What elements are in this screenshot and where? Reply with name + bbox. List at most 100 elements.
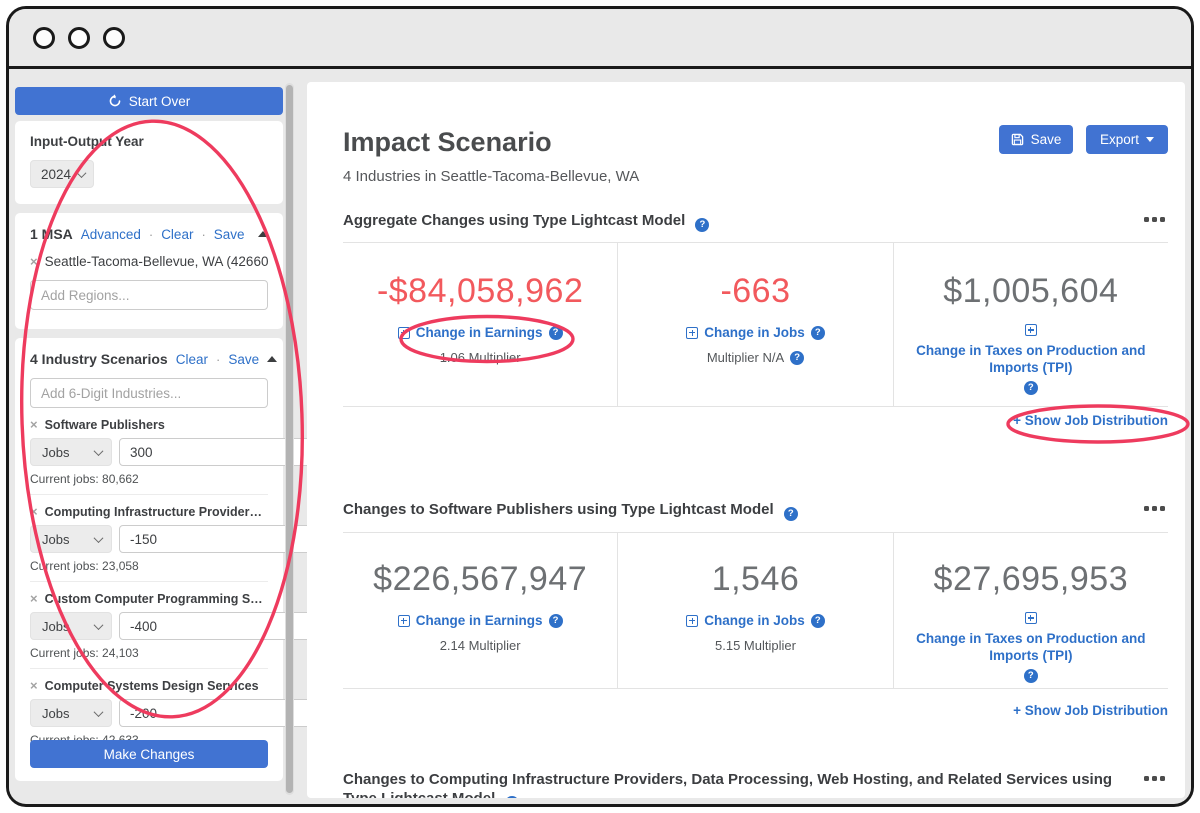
expand-plus-icon (397, 326, 410, 339)
metric-value: $226,567,947 (373, 560, 588, 598)
metrics-table-aggregate: -$84,058,962 Change in Earnings ? 1.06 M… (343, 242, 1168, 407)
msa-card: 1 MSA Advanced · Clear · Save × Seattle-… (15, 213, 283, 329)
change-in-earnings-link[interactable]: Change in Earnings ? (397, 324, 563, 341)
metric-select-value: Jobs (42, 531, 70, 547)
msa-title: 1 MSA (30, 226, 73, 242)
industry-name: Computer Systems Design Services (44, 678, 259, 693)
metric-select[interactable]: Jobs (30, 612, 112, 640)
help-icon[interactable]: ? (783, 506, 798, 521)
expand-plus-icon (686, 614, 699, 627)
chevron-down-icon (76, 167, 87, 178)
sidebar: Start Over Input-Output Year 2024 1 MSA … (15, 69, 318, 801)
caret-down-icon (1146, 137, 1155, 142)
add-regions-input[interactable] (30, 280, 268, 310)
metric-value: -$84,058,962 (376, 272, 584, 310)
msa-advanced-link[interactable]: Advanced (80, 226, 141, 242)
collapse-caret-icon[interactable] (267, 356, 278, 362)
remove-industry-icon[interactable]: × (30, 591, 38, 606)
remove-industry-icon[interactable]: × (30, 504, 38, 519)
remove-industry-icon[interactable]: × (30, 417, 38, 432)
chevron-down-icon (93, 445, 104, 456)
show-job-distribution-link[interactable]: + Show Job Distribution (1013, 703, 1168, 718)
scrollbar-thumb[interactable] (286, 85, 293, 793)
export-button[interactable]: Export (1086, 125, 1168, 154)
change-in-tpi-link[interactable]: Change in Taxes on Production and Import… (900, 324, 1162, 376)
separator: · (215, 351, 221, 367)
help-icon[interactable]: ? (505, 795, 520, 798)
collapse-caret-icon[interactable] (258, 231, 268, 237)
export-label: Export (1099, 132, 1140, 147)
help-icon[interactable]: ? (1023, 669, 1038, 683)
show-job-distribution-link[interactable]: + Show Job Distribution (1013, 413, 1168, 428)
save-button[interactable]: Save (999, 125, 1073, 154)
metric-select-value: Jobs (42, 444, 70, 460)
metric-cell-jobs: -663 Change in Jobs ? Multiplier N/A ? (617, 243, 892, 406)
floppy-save-icon (1011, 133, 1023, 146)
metric-select[interactable]: Jobs (30, 699, 112, 727)
remove-industry-icon[interactable]: × (30, 678, 38, 693)
app-content: Start Over Input-Output Year 2024 1 MSA … (9, 69, 1191, 801)
expand-plus-icon (397, 614, 410, 627)
msa-clear-link[interactable]: Clear (161, 226, 194, 242)
make-changes-button[interactable]: Make Changes (30, 740, 268, 768)
section-menu-icon[interactable] (1144, 217, 1165, 222)
help-icon[interactable]: ? (548, 325, 563, 340)
metric-link-label: Change in Earnings (415, 325, 543, 340)
page-subtitle: 4 Industries in Seattle-Tacoma-Bellevue,… (343, 168, 640, 185)
section-menu-icon[interactable] (1144, 506, 1165, 511)
help-icon[interactable]: ? (1023, 381, 1038, 395)
scenarios-clear-link[interactable]: Clear (175, 351, 208, 367)
browser-window: Start Over Input-Output Year 2024 1 MSA … (6, 6, 1194, 807)
make-changes-label: Make Changes (103, 746, 195, 762)
metric-value: 1,546 (711, 560, 800, 598)
msa-save-link[interactable]: Save (213, 226, 245, 242)
start-over-label: Start Over (128, 93, 191, 109)
change-in-jobs-link[interactable]: Change in Jobs ? (686, 324, 825, 341)
metric-value: -663 (720, 272, 791, 310)
window-control-icon (33, 26, 55, 49)
metric-value: $27,695,953 (933, 560, 1129, 598)
section-heading-aggregate: Aggregate Changes using Type Lightcast M… (343, 211, 710, 232)
browser-titlebar (9, 9, 1191, 69)
page-title: Impact Scenario (343, 127, 552, 157)
start-over-button[interactable]: Start Over (15, 87, 283, 115)
metric-link-label: Change in Jobs (704, 325, 805, 340)
industry-item: × Custom Computer Programming Services J… (30, 582, 318, 669)
chevron-down-icon (93, 532, 104, 543)
multiplier-text: 2.14 Multiplier (439, 638, 521, 653)
metric-select-value: Jobs (42, 618, 70, 634)
metric-select[interactable]: Jobs (30, 438, 112, 466)
industry-name: Software Publishers (44, 417, 165, 432)
change-in-earnings-link[interactable]: Change in Earnings ? (397, 612, 563, 629)
region-name: Seattle-Tacoma-Bellevue, WA (42660) (44, 254, 268, 269)
io-year-select[interactable]: 2024 (30, 160, 94, 188)
remove-region-icon[interactable]: × (30, 254, 38, 269)
add-industries-input[interactable] (30, 378, 268, 408)
separator: · (148, 226, 154, 242)
section-heading-text: Changes to Computing Infrastructure Prov… (343, 771, 1113, 798)
section-menu-icon[interactable] (1144, 776, 1165, 781)
help-icon[interactable]: ? (695, 217, 710, 232)
metric-cell-tpi: $1,005,604 Change in Taxes on Production… (892, 243, 1168, 406)
metric-cell-earnings: -$84,058,962 Change in Earnings ? 1.06 M… (343, 243, 617, 406)
help-icon[interactable]: ? (810, 325, 825, 340)
help-icon[interactable]: ? (810, 613, 825, 628)
expand-plus-icon (686, 326, 699, 339)
save-label: Save (1030, 132, 1062, 147)
restart-icon (109, 94, 121, 107)
help-icon[interactable]: ? (790, 350, 805, 365)
section-heading-text: Changes to Software Publishers using Typ… (343, 501, 774, 518)
main-panel: Impact Scenario 4 Industries in Seattle-… (307, 82, 1185, 798)
industry-item: × Computing Infrastructure Providers, Da… (30, 495, 318, 582)
metric-cell-jobs: 1,546 Change in Jobs ? 5.15 Multiplier (617, 533, 892, 688)
change-in-tpi-link[interactable]: Change in Taxes on Production and Import… (900, 612, 1162, 664)
scenarios-title: 4 Industry Scenarios (30, 351, 168, 367)
help-icon[interactable]: ? (548, 613, 563, 628)
metric-link-label: Change in Jobs (704, 613, 805, 628)
scenarios-save-link[interactable]: Save (228, 351, 260, 367)
expand-plus-icon (1024, 324, 1037, 336)
metric-link-label: Change in Taxes on Production and Import… (916, 343, 1146, 375)
change-in-jobs-link[interactable]: Change in Jobs ? (686, 612, 825, 629)
metric-select[interactable]: Jobs (30, 525, 112, 553)
